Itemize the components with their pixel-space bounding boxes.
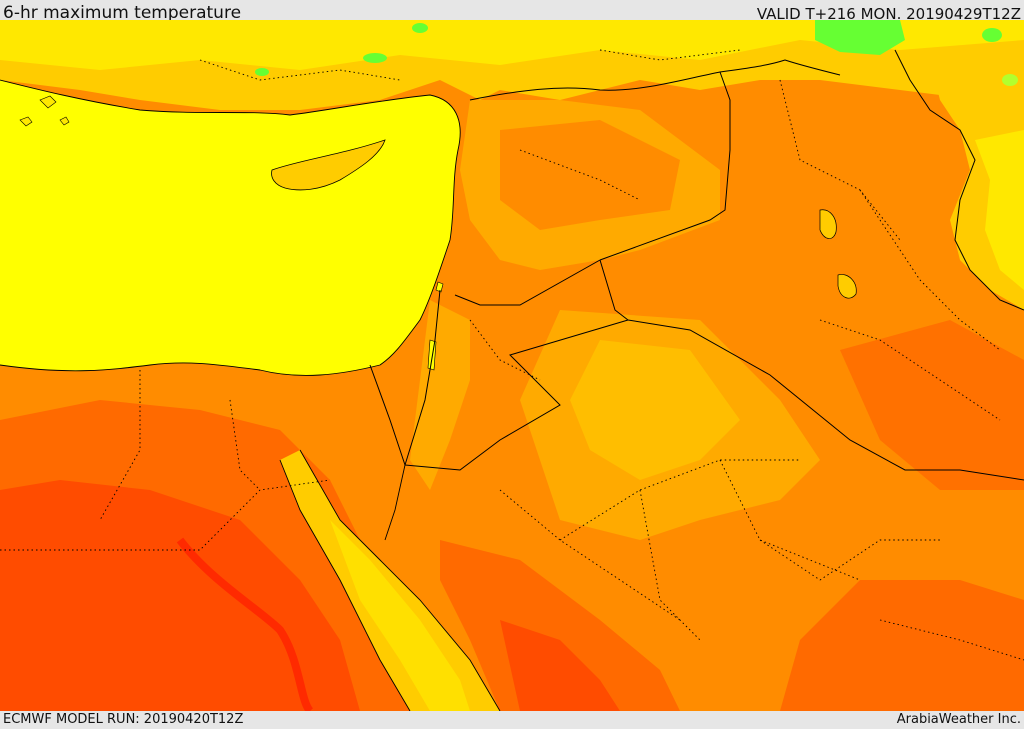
province-boundaries	[0, 49, 1024, 661]
mediterranean-sea	[0, 80, 461, 376]
cool-patch-3	[255, 68, 269, 76]
sea-of-galilee	[435, 281, 444, 293]
footer-bar: ECMWF MODEL RUN: 20190420T12Z ArabiaWeat…	[0, 711, 1024, 729]
gulf-of-aqaba	[384, 464, 406, 541]
east-light-zone	[975, 130, 1024, 290]
cool-patch-5	[982, 28, 1002, 42]
cool-patch-6	[1002, 74, 1018, 86]
syria-orange-patch	[500, 120, 680, 230]
lake-habbaniyah	[837, 274, 857, 299]
med-coast	[0, 79, 461, 376]
egypt-israel-border	[369, 364, 406, 466]
cool-patch-1	[412, 23, 428, 33]
iraq-gulf-zone	[840, 320, 1024, 490]
credit-label: ArabiaWeather Inc.	[896, 712, 1021, 727]
egypt-hot-zone	[0, 480, 360, 711]
cyprus	[271, 139, 386, 191]
hejaz-temp-zone	[440, 540, 680, 711]
turkey-syria-border	[469, 59, 841, 101]
red-sea-coast-east	[299, 449, 501, 711]
country-borders	[369, 49, 1024, 481]
southeast-temp-zone	[780, 580, 1024, 711]
model-run-label: ECMWF MODEL RUN: 20190420T12Z	[3, 712, 244, 727]
cool-patch-2	[363, 53, 387, 63]
temperature-map[interactable]	[0, 20, 1024, 711]
syria-jordan-border	[454, 259, 601, 306]
jordan-saudi-border	[404, 319, 629, 471]
lake-tharthar	[819, 209, 837, 239]
nile-zone	[176, 537, 314, 711]
north-light-zone	[0, 20, 1024, 70]
cool-patch-4	[815, 20, 905, 55]
valid-time: VALID T+216 MON. 20190429T12Z	[756, 5, 1021, 23]
hejaz-hot-zone	[500, 620, 620, 711]
red-sea-inner	[330, 520, 470, 711]
coastlines	[0, 79, 501, 711]
aegean-islands	[19, 95, 70, 127]
red-sea-coast-west	[279, 459, 411, 711]
iraq-saudi-border	[627, 319, 1024, 481]
map-title: 6-hr maximum temperature	[3, 3, 242, 23]
map-canvas	[0, 20, 1024, 711]
jordan-iraq-border	[599, 259, 629, 321]
iran-iraq-border	[894, 49, 1024, 311]
red-sea	[280, 450, 500, 711]
najd-zone	[570, 340, 740, 480]
jordan-valley-zone	[410, 300, 470, 490]
israel-jordan-border	[404, 289, 441, 466]
syria-iraq-border	[599, 71, 731, 261]
header-bar: 6-hr maximum temperature VALID T+216 MON…	[0, 0, 1024, 23]
